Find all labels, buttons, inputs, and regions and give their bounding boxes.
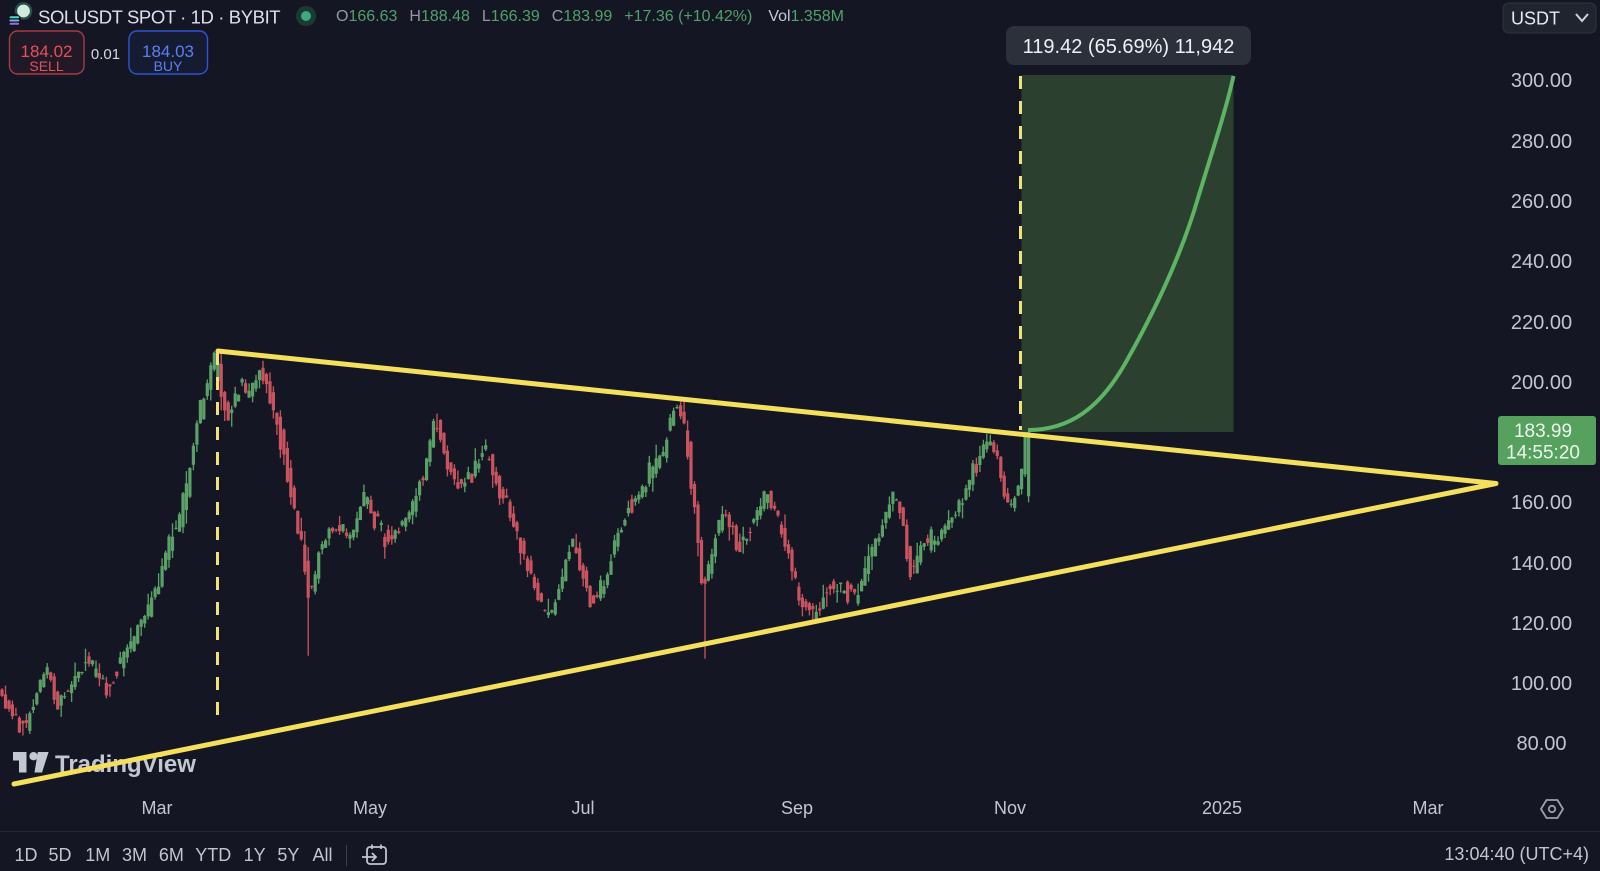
svg-text:220.00: 220.00 <box>1511 312 1572 334</box>
svg-text:1D: 1D <box>14 845 37 865</box>
svg-text:120.00: 120.00 <box>1511 613 1572 635</box>
svg-text:Sep: Sep <box>781 798 813 818</box>
svg-text:300.00: 300.00 <box>1511 70 1572 92</box>
svg-text:Mar: Mar <box>1413 798 1444 818</box>
svg-text:Mar: Mar <box>142 798 173 818</box>
svg-text:USDT: USDT <box>1511 9 1560 29</box>
svg-text:13:04:40 (UTC+4): 13:04:40 (UTC+4) <box>1444 844 1589 864</box>
svg-text:183.99: 183.99 <box>1514 421 1572 442</box>
svg-text:0.01: 0.01 <box>91 46 120 63</box>
svg-text:184.03: 184.03 <box>142 42 194 61</box>
svg-text:1M: 1M <box>85 845 110 865</box>
svg-text:Jul: Jul <box>571 798 594 818</box>
svg-text:14:55:20: 14:55:20 <box>1506 443 1580 464</box>
svg-text:May: May <box>353 798 387 818</box>
svg-text:140.00: 140.00 <box>1511 553 1572 575</box>
svg-text:5D: 5D <box>48 845 71 865</box>
svg-text:160.00: 160.00 <box>1511 492 1572 514</box>
svg-text:All: All <box>312 845 332 865</box>
svg-text:SOLUSDT SPOT · 1D · BYBIT: SOLUSDT SPOT · 1D · BYBIT <box>38 7 280 28</box>
svg-text:100.00: 100.00 <box>1511 673 1572 695</box>
svg-text:6M: 6M <box>159 845 184 865</box>
svg-text:240.00: 240.00 <box>1511 251 1572 273</box>
svg-text:184.02: 184.02 <box>21 42 73 61</box>
svg-text:TradingView: TradingView <box>55 751 196 778</box>
svg-text:200.00: 200.00 <box>1511 372 1572 394</box>
svg-text:119.42 (65.69%) 11,942: 119.42 (65.69%) 11,942 <box>1023 36 1235 58</box>
svg-text:280.00: 280.00 <box>1511 131 1572 153</box>
svg-text:80.00: 80.00 <box>1516 733 1566 755</box>
svg-text:5Y: 5Y <box>277 845 299 865</box>
svg-text:3M: 3M <box>122 845 147 865</box>
svg-text:BUY: BUY <box>154 58 183 74</box>
svg-text:Nov: Nov <box>994 798 1026 818</box>
svg-text:1Y: 1Y <box>244 845 266 865</box>
svg-text:SELL: SELL <box>29 58 63 74</box>
svg-text:260.00: 260.00 <box>1511 191 1572 213</box>
svg-text:YTD: YTD <box>195 845 231 865</box>
svg-text:2025: 2025 <box>1202 798 1242 818</box>
